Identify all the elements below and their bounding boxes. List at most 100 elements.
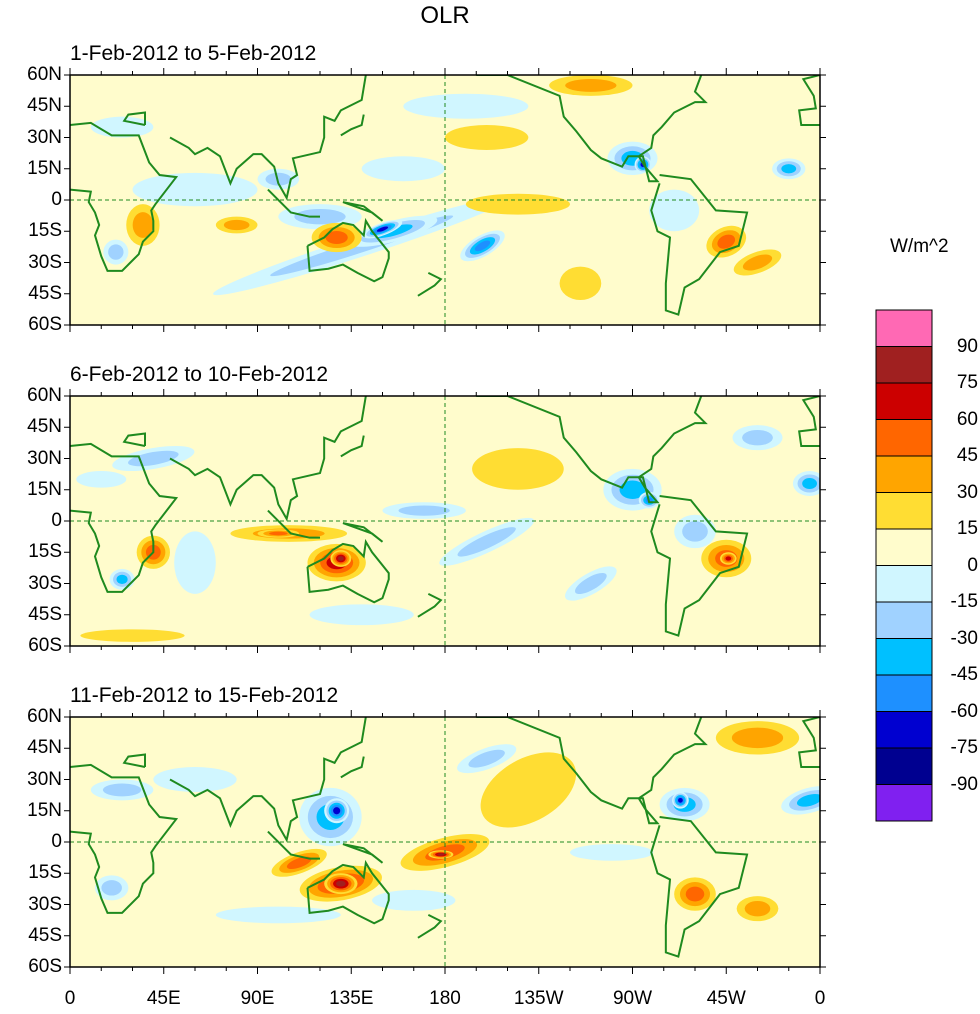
colorbar-label: 15 <box>956 518 978 539</box>
colorbar-swatch <box>875 601 933 639</box>
olr-anomaly-contour <box>480 752 577 828</box>
panel-2-title: 6-Feb-2012 to 10-Feb-2012 <box>70 363 328 386</box>
olr-anomaly-contour <box>325 231 348 244</box>
olr-anomaly-contour <box>744 900 771 917</box>
lat-tick-label: 45N <box>27 737 62 759</box>
lat-tick-label: 60N <box>27 385 62 406</box>
lat-tick-label: 15N <box>27 478 62 500</box>
colorbar-swatch <box>875 492 933 530</box>
olr-anomaly-contour <box>76 471 127 488</box>
olr-anomaly-contour <box>565 79 617 92</box>
lat-tick-label: 45N <box>27 95 62 117</box>
lat-tick-label: 30N <box>27 768 62 790</box>
lon-tick-label: 135E <box>329 988 374 1009</box>
colorbar-label: 75 <box>956 372 978 393</box>
lat-tick-label: 45S <box>28 924 62 946</box>
lon-tick-label: 90W <box>612 988 653 1009</box>
coastline <box>340 435 365 458</box>
lat-tick-label: 30S <box>28 893 62 915</box>
olr-anomaly-contour <box>472 448 564 490</box>
colorbar-label: 30 <box>956 481 978 503</box>
olr-anomaly-contour <box>574 572 607 595</box>
colorbar-swatch <box>875 784 933 822</box>
lat-tick-label: 15S <box>28 862 62 884</box>
olr-anomaly-contour <box>465 193 570 215</box>
lat-tick-label: 0 <box>51 189 62 210</box>
olr-anomaly-contour <box>468 749 505 768</box>
olr-anomaly-contour <box>682 521 708 542</box>
olr-anomaly-contour <box>619 480 646 500</box>
coastline <box>169 396 367 522</box>
olr-anomaly-contour <box>717 234 736 249</box>
olr-anomaly-contour <box>437 853 445 856</box>
coastline <box>340 756 365 779</box>
colorbar-label: -30 <box>950 627 978 649</box>
olr-anomaly-contour <box>90 116 154 138</box>
coastline <box>306 859 390 925</box>
colorbar-swatch <box>875 638 933 676</box>
coastline <box>798 396 820 447</box>
lat-tick-label: 60S <box>28 314 62 335</box>
olr-anomaly-contour <box>372 889 456 911</box>
coastline <box>267 830 320 860</box>
coastline <box>798 717 820 768</box>
coastline <box>342 522 384 543</box>
coastline <box>342 201 384 222</box>
lon-tick-label: 180 <box>429 988 461 1009</box>
lat-tick-label: 60N <box>27 64 62 85</box>
coastline <box>70 121 179 272</box>
lon-tick-label: 135W <box>513 988 564 1009</box>
lon-tick-label: 0 <box>814 988 826 1009</box>
coastline <box>798 75 820 126</box>
lat-tick-label: 0 <box>51 510 62 531</box>
olr-anomaly-contour <box>802 477 817 490</box>
olr-anomaly-contour <box>215 906 341 924</box>
olr-anomaly-contour <box>559 266 602 301</box>
coastline <box>70 442 179 593</box>
colorbar-swatch <box>875 455 933 493</box>
coastline <box>340 114 365 137</box>
coastline <box>417 593 443 618</box>
coastline <box>122 753 146 768</box>
map-panel-1 <box>64 68 826 332</box>
olr-anomaly-contour <box>398 505 450 516</box>
olr-anomaly-contour <box>796 794 820 807</box>
colorbar-label: -15 <box>950 591 978 612</box>
map-panel-2 <box>64 389 826 653</box>
lat-tick-label: 30N <box>27 447 62 469</box>
coastline <box>306 538 390 604</box>
olr-anomaly-contour <box>731 727 784 749</box>
lon-tick-label: 90E <box>240 988 275 1009</box>
coastline <box>650 816 749 958</box>
olr-anomaly-contour <box>309 604 414 626</box>
colorbar-swatch <box>875 419 933 457</box>
colorbar-swatch <box>875 528 933 566</box>
olr-anomaly-contour <box>269 531 288 536</box>
olr-anomaly-contour <box>108 244 124 260</box>
colorbar-units: W/m^2 <box>890 236 949 257</box>
olr-anomaly-contour <box>403 93 529 119</box>
colorbar-swatch <box>875 674 933 712</box>
olr-anomaly-contour <box>101 880 122 896</box>
coastline <box>122 432 146 447</box>
coastline <box>417 914 443 939</box>
colorbar-label: -60 <box>950 700 978 722</box>
colorbar-label: 60 <box>956 408 978 430</box>
colorbar-label: -90 <box>950 773 978 795</box>
olr-anomaly-contour <box>132 172 258 207</box>
colorbar-label: 45 <box>956 445 978 466</box>
olr-anomaly-contour <box>445 125 529 150</box>
olr-anomaly-contour <box>474 240 491 252</box>
colorbar-swatch <box>875 309 933 347</box>
lat-tick-label: 15S <box>28 220 62 242</box>
panel-3-title: 11-Feb-2012 to 15-Feb-2012 <box>70 684 339 707</box>
olr-anomaly-contour <box>286 856 312 870</box>
olr-anomaly-contour <box>570 844 654 861</box>
lat-tick-label: 45S <box>28 603 62 625</box>
olr-anomaly-contour <box>336 880 346 887</box>
lat-tick-label: 60N <box>27 706 62 727</box>
colorbar-swatch <box>875 711 933 749</box>
olr-anomaly-contour <box>725 556 732 561</box>
olr-anomaly-contour <box>781 164 797 174</box>
